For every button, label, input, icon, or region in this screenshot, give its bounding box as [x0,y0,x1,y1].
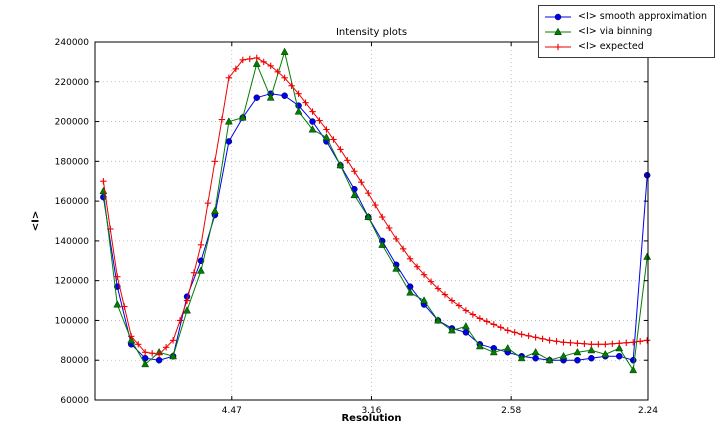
y-tick-label: 240000 [55,38,90,48]
plot-area [95,42,648,400]
triangle-marker-icon [545,27,572,35]
x-tick-label: 2.24 [638,406,658,416]
y-tick-label: 160000 [55,197,90,207]
legend: <I> smooth approximation <I> via binning <… [538,5,715,58]
chart-title: Intensity plots [335,27,408,38]
series-via-binning [99,47,652,374]
y-tick-label: 100000 [55,316,90,326]
series-expected [100,54,651,358]
legend-label: <I> via binning [578,26,653,37]
y-axis-label: <I> [30,210,42,232]
circle-marker-icon [545,13,572,20]
y-tick-label: 200000 [55,118,90,128]
legend-entry-smooth-approximation: <I> smooth approximation [543,9,707,24]
axis-tick-labels: 4.47 3.16 2.58 2.24 60000 80000 100000 120000 14… [55,38,659,416]
y-tick-label: 140000 [55,237,90,247]
y-tick-label: 120000 [55,277,90,287]
legend-label: <I> expected [578,41,644,52]
x-tick-label: 4.47 [222,406,242,416]
y-tick-label: 60000 [60,396,89,406]
legend-entry-expected: <I> expected [543,39,707,54]
y-tick-label: 220000 [55,78,90,88]
x-tick-label: 2.58 [501,406,521,416]
plus-marker-icon [545,43,572,50]
legend-label: <I> smooth approximation [578,11,707,22]
legend-entry-via-binning: <I> via binning [543,24,707,39]
x-tick-label: 3.16 [361,406,381,416]
y-tick-label: 80000 [60,356,89,366]
x-axis-label: Resolution [341,413,402,424]
y-tick-label: 180000 [55,157,90,167]
